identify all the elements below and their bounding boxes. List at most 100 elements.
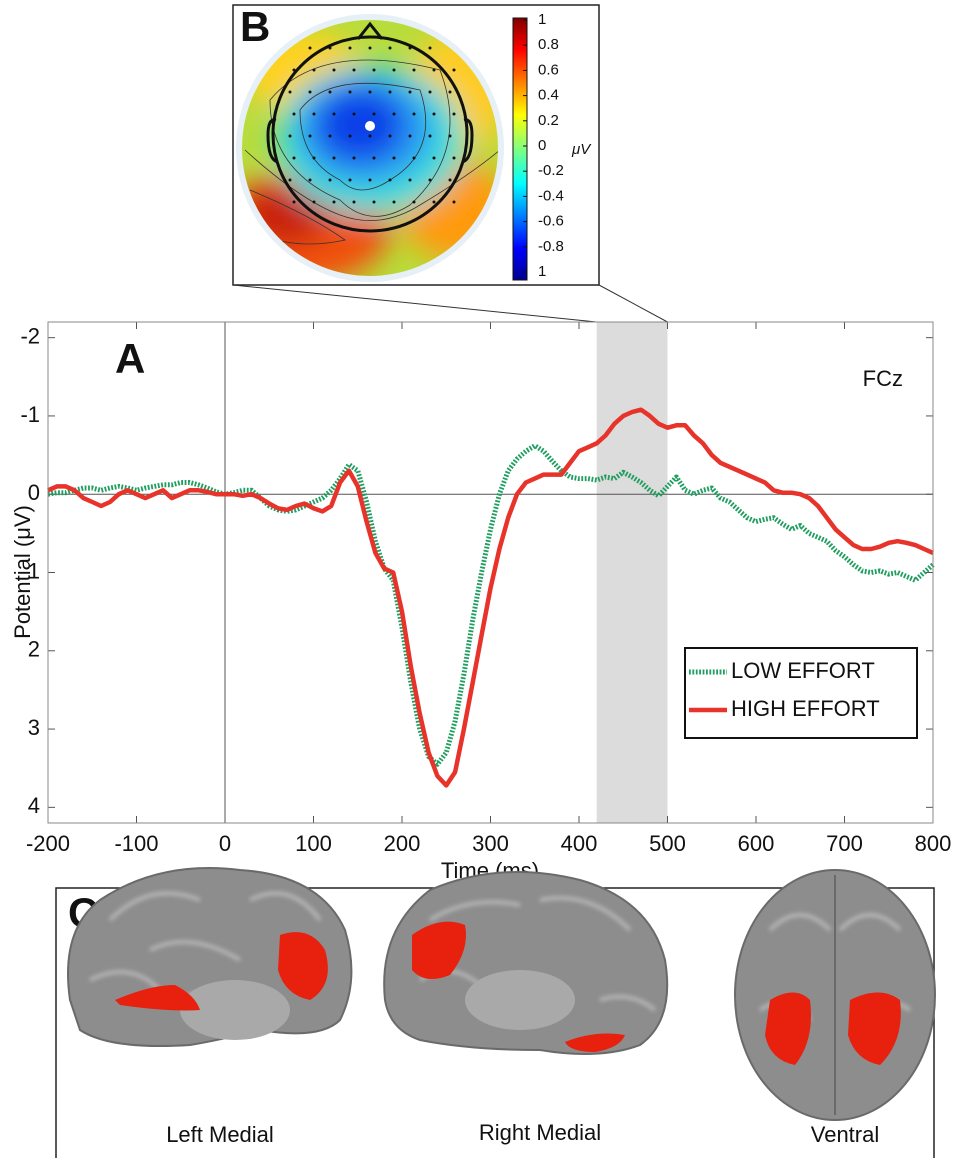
colorbar-tick-label: 1	[538, 263, 546, 280]
electrode	[432, 156, 436, 160]
view-label: Left Medial	[166, 1122, 274, 1147]
electrode	[328, 134, 332, 138]
electrode	[408, 90, 412, 94]
electrode	[352, 68, 356, 72]
electrode	[308, 178, 312, 182]
electrode	[412, 68, 416, 72]
electrode	[432, 68, 436, 72]
electrode	[348, 90, 352, 94]
fcz-marker	[365, 121, 375, 131]
electrode	[368, 46, 372, 50]
electrode	[312, 156, 316, 160]
colorbar-tick-label: 0.4	[538, 87, 559, 104]
electrode	[452, 200, 456, 204]
electrode	[332, 112, 336, 116]
electrodes	[288, 46, 456, 204]
brain-right-medial	[383, 871, 669, 1055]
electrode	[448, 178, 452, 182]
connector	[232, 284, 597, 323]
x-tick-label: 500	[649, 831, 686, 856]
head-outline	[266, 21, 474, 233]
line-chart: -200 -100 0 100 200 300 400 500 600 700 800 -2 -1 0 1 2…	[20, 284, 952, 856]
electrode	[428, 134, 432, 138]
electrode	[428, 178, 432, 182]
electrode	[388, 178, 392, 182]
electrode	[432, 112, 436, 116]
electrode	[312, 200, 316, 204]
colorbar-tick-label: -0.4	[538, 187, 564, 204]
colorbar-tick-label: -0.8	[538, 238, 564, 255]
brain-left-medial	[67, 867, 353, 1047]
y-tick-label: 3	[28, 715, 40, 740]
view-label: Ventral	[811, 1122, 880, 1147]
electrode	[328, 178, 332, 182]
x-tick-label: 800	[915, 831, 952, 856]
x-tick-label: 400	[561, 831, 598, 856]
electrode	[432, 200, 436, 204]
electrode	[352, 112, 356, 116]
x-tick-label: 200	[384, 831, 421, 856]
y-axis-label: Potential (μV)	[10, 505, 35, 639]
electrode	[332, 200, 336, 204]
x-tick-label: 600	[738, 831, 775, 856]
electrode	[352, 156, 356, 160]
colorbar-tick-label: -0.6	[538, 213, 564, 230]
legend-label: HIGH EFFORT	[731, 696, 880, 721]
electrode	[348, 134, 352, 138]
legend-label: LOW EFFORT	[731, 658, 875, 683]
electrode	[288, 90, 292, 94]
electrode	[448, 90, 452, 94]
electrode	[412, 200, 416, 204]
electrode	[312, 112, 316, 116]
series-line	[47, 443, 935, 767]
electrode	[388, 134, 392, 138]
colorbar-unit: μV	[571, 141, 592, 158]
electrode	[452, 156, 456, 160]
electrode	[288, 134, 292, 138]
electrode	[388, 90, 392, 94]
electrode	[452, 68, 456, 72]
colorbar-tick-label: 0.8	[538, 36, 559, 53]
electrode	[328, 90, 332, 94]
electrode	[388, 46, 392, 50]
view-label: Right Medial	[479, 1120, 601, 1145]
x-tick-label: 100	[295, 831, 332, 856]
electrode	[372, 200, 376, 204]
colorbar-tick-label: 0.2	[538, 112, 559, 129]
electrode	[408, 46, 412, 50]
plot-frame	[47, 321, 934, 824]
colorbar-tick-label: 1	[538, 11, 546, 28]
electrode	[392, 200, 396, 204]
y-tick-label: 1	[28, 558, 40, 583]
colorbar-tick-label: -0.2	[538, 162, 564, 179]
electrode	[288, 178, 292, 182]
connector	[598, 284, 668, 323]
electrode	[292, 68, 296, 72]
annotation: FCz	[863, 366, 903, 391]
x-tick-label: 0	[219, 831, 231, 856]
x-tick-label: 700	[826, 831, 863, 856]
series-line	[47, 407, 934, 788]
electrode	[368, 134, 372, 138]
electrode	[308, 90, 312, 94]
x-tick-label: 300	[472, 831, 509, 856]
electrode	[372, 156, 376, 160]
electrode	[292, 112, 296, 116]
electrode	[332, 68, 336, 72]
electrode	[328, 46, 332, 50]
panel-label: B	[240, 3, 270, 50]
electrode	[408, 178, 412, 182]
electrode	[352, 200, 356, 204]
electrode	[428, 90, 432, 94]
electrode	[408, 134, 412, 138]
y-tick-label: 0	[28, 480, 40, 505]
electrode	[348, 46, 352, 50]
electrode	[392, 156, 396, 160]
colorbar-tick-label: 0	[538, 137, 546, 154]
electrode	[392, 112, 396, 116]
electrode	[428, 46, 432, 50]
legend: LOW EFFORT HIGH EFFORT	[684, 647, 918, 739]
colorbar	[512, 17, 528, 281]
brain-ventral	[734, 869, 936, 1121]
electrode	[448, 134, 452, 138]
